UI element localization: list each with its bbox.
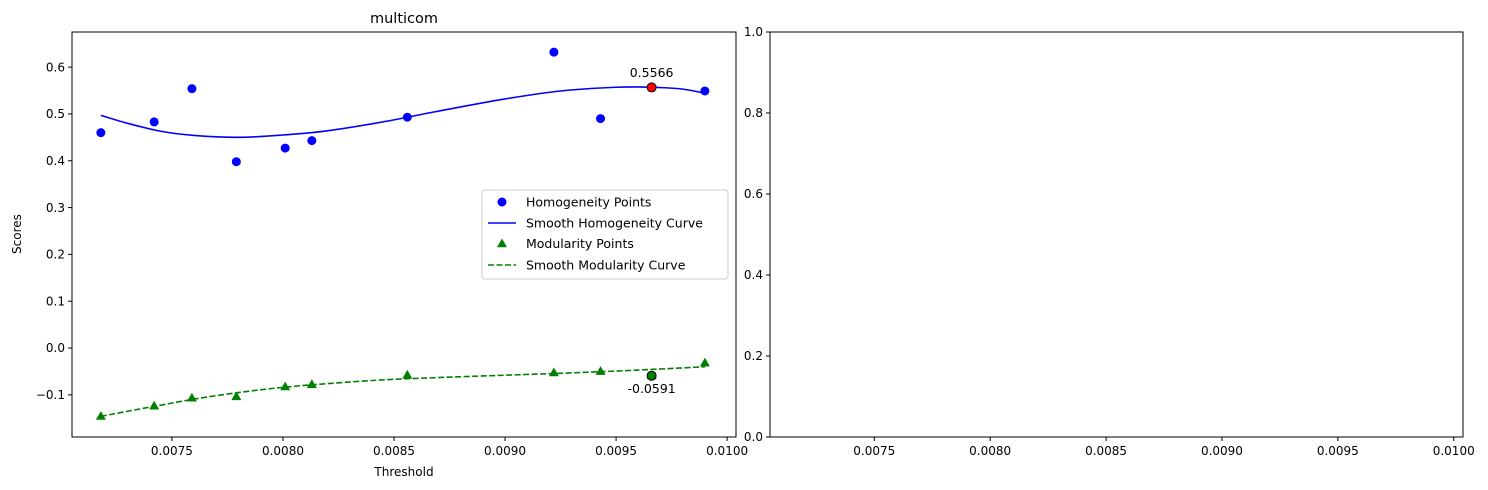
y-tick-label: 0.2 <box>46 248 65 262</box>
plot-area-frame <box>71 31 737 438</box>
y-tick-label: 0.0 <box>46 341 65 355</box>
homogeneity-point <box>187 84 197 94</box>
modularity-point <box>149 400 160 410</box>
x-tick-label: 0.0075 <box>151 444 193 458</box>
chart-title: multicom <box>370 11 438 27</box>
x-axis-label: Threshold <box>373 465 433 479</box>
chart-empty-right: 0.0075 0.0080 0.0085 0.0090 0.0095 0.0100 0.0… <box>744 25 1475 458</box>
highlight-point <box>646 82 657 93</box>
smooth-homogeneity-curve-line <box>100 86 706 139</box>
modularity-point <box>280 381 291 391</box>
legend: Homogeneity Points Smooth Homogeneity Cu… <box>481 189 729 280</box>
modularity-point <box>548 367 559 377</box>
x-tick-label: 0.0100 <box>706 444 748 458</box>
modularity-point <box>186 392 197 402</box>
highlight-layer: 0.5566 -0.0591 <box>627 65 675 396</box>
homogeneity-point <box>231 157 241 167</box>
smooth-modularity-curve-line <box>100 365 705 418</box>
x-tick-label: 0.0085 <box>373 444 415 458</box>
modularity-point <box>95 411 106 420</box>
y-tick-label: 0.5 <box>46 107 65 121</box>
x-axis-ticks-right: 0.0075 0.0080 0.0085 0.0090 0.0095 0.0100 <box>853 437 1475 458</box>
homogeneity-point <box>596 114 606 124</box>
modularity-point <box>595 366 606 375</box>
y-tick-label: 0.8 <box>744 106 763 120</box>
x-tick-label: 0.0095 <box>1317 444 1359 458</box>
chart-multicom: multicom Threshold Scores 0.0075 0.0080 0.… <box>10 11 748 479</box>
homogeneity-point <box>96 128 106 138</box>
legend-marker-homogeneity-points <box>497 197 507 207</box>
y-tick-label: −0.1 <box>36 388 65 402</box>
y-tick-label: 0.0 <box>744 430 763 444</box>
homogeneity-point <box>402 112 412 122</box>
legend-label-modularity-points: Modularity Points <box>526 236 634 251</box>
series-layer <box>95 47 710 420</box>
homogeneity-point <box>549 47 559 57</box>
y-tick-label: 0.6 <box>744 187 763 201</box>
homogeneity-point <box>307 136 317 146</box>
y-tick-label: 0.6 <box>46 60 65 74</box>
legend-label-smooth-homogeneity: Smooth Homogeneity Curve <box>526 216 703 231</box>
y-tick-label: 1.0 <box>744 25 763 39</box>
plot-area-frame-right <box>769 31 1464 438</box>
legend-label-homogeneity-points: Homogeneity Points <box>526 195 651 210</box>
x-tick-label: 0.0090 <box>1201 444 1243 458</box>
x-tick-label: 0.0095 <box>595 444 637 458</box>
y-tick-label: 0.3 <box>46 201 65 215</box>
x-tick-label: 0.0080 <box>969 444 1011 458</box>
highlight-label: 0.5566 <box>630 65 674 80</box>
x-tick-label: 0.0090 <box>484 444 526 458</box>
highlight-point <box>646 370 657 381</box>
y-axis-ticks: −0.1 0.0 0.1 0.2 0.3 0.4 0.5 0.6 <box>36 60 72 402</box>
homogeneity-point <box>280 143 290 153</box>
homogeneity-point <box>700 86 710 96</box>
x-tick-label: 0.0100 <box>1433 444 1475 458</box>
modularity-point <box>402 369 413 379</box>
y-tick-label: 0.4 <box>744 268 763 282</box>
modularity-point <box>231 391 242 401</box>
x-axis-ticks: 0.0075 0.0080 0.0085 0.0090 0.0095 0.0100 <box>151 437 748 458</box>
x-tick-label: 0.0085 <box>1085 444 1127 458</box>
y-axis-label: Scores <box>10 214 24 254</box>
legend-label-smooth-modularity: Smooth Modularity Curve <box>526 258 686 273</box>
y-tick-label: 0.1 <box>46 294 65 308</box>
y-tick-label: 0.2 <box>744 349 763 363</box>
highlight-label: -0.0591 <box>627 381 675 396</box>
y-axis-ticks-right: 0.0 0.2 0.4 0.6 0.8 1.0 <box>744 25 770 444</box>
legend-marker-modularity-points <box>497 238 507 248</box>
x-tick-label: 0.0080 <box>262 444 304 458</box>
y-tick-label: 0.4 <box>46 154 65 168</box>
homogeneity-point <box>149 117 159 127</box>
legend-box <box>481 189 729 280</box>
modularity-point <box>306 379 317 388</box>
x-tick-label: 0.0075 <box>853 444 895 458</box>
modularity-point <box>699 357 710 367</box>
